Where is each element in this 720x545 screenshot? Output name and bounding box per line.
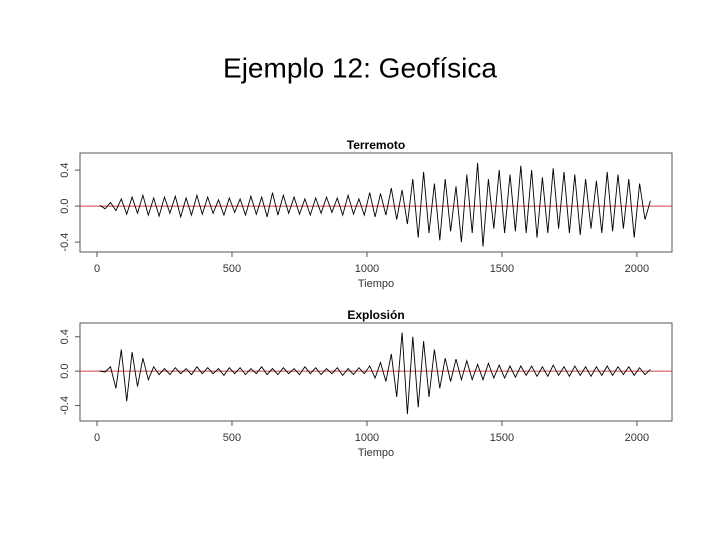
x-tick-label: 1500 bbox=[490, 432, 514, 444]
x-tick-label: 0 bbox=[94, 263, 100, 275]
plot-frame bbox=[79, 322, 673, 422]
slide-title: Ejemplo 12: Geofísica bbox=[223, 52, 497, 83]
x-tick-label: 1500 bbox=[490, 263, 514, 275]
y-tick-label: 0.4 bbox=[59, 162, 71, 177]
series-line bbox=[99, 332, 651, 415]
y-tick-label: -0.4 bbox=[59, 396, 71, 415]
x-tick-label: 0 bbox=[94, 432, 100, 444]
x-axis-label: Tiempo bbox=[358, 278, 394, 290]
y-tick-label: 0.0 bbox=[59, 198, 71, 213]
x-axis-label: Tiempo bbox=[358, 447, 394, 459]
x-tick-label: 1000 bbox=[355, 432, 379, 444]
chart-title: Terremoto bbox=[347, 138, 405, 152]
y-tick-label: 0.4 bbox=[59, 329, 71, 344]
x-tick-label: 1000 bbox=[355, 263, 379, 275]
plot-frame bbox=[79, 152, 673, 253]
y-tick-label: 0.0 bbox=[59, 363, 71, 378]
x-tick-label: 2000 bbox=[625, 432, 649, 444]
x-tick-label: 2000 bbox=[625, 263, 649, 275]
series-line bbox=[99, 162, 651, 247]
x-tick-label: 500 bbox=[223, 263, 241, 275]
y-tick-label: -0.4 bbox=[59, 233, 71, 252]
x-tick-label: 500 bbox=[223, 432, 241, 444]
chart-title: Explosión bbox=[347, 308, 404, 322]
